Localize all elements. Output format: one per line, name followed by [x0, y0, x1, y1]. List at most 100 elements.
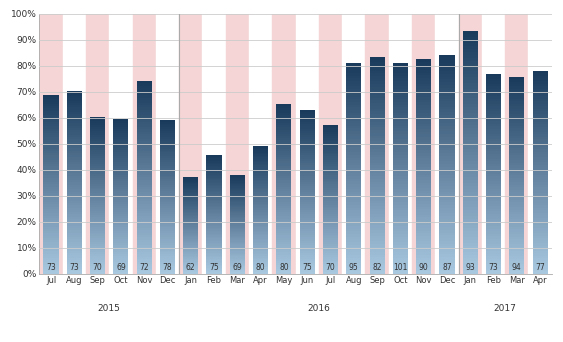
Bar — [207, 174, 222, 176]
Bar — [346, 197, 361, 200]
Bar — [439, 156, 454, 159]
Bar — [230, 188, 245, 189]
Bar — [90, 178, 105, 180]
Bar — [369, 268, 385, 271]
Bar — [160, 200, 175, 202]
Bar — [416, 86, 431, 89]
Bar — [393, 84, 408, 86]
Bar — [510, 259, 524, 261]
Bar — [463, 249, 478, 252]
Bar — [230, 217, 245, 218]
Bar — [43, 224, 59, 227]
Bar — [183, 255, 198, 257]
Bar — [439, 216, 454, 219]
Bar — [416, 201, 431, 204]
Bar — [533, 119, 548, 121]
Bar — [160, 258, 175, 260]
Bar — [463, 77, 478, 80]
Bar — [67, 251, 82, 253]
Bar — [67, 201, 82, 203]
Bar — [90, 211, 105, 213]
Bar — [90, 258, 105, 260]
Bar — [486, 94, 501, 96]
Bar — [486, 239, 501, 241]
Bar — [369, 95, 385, 98]
Text: 70: 70 — [325, 263, 336, 272]
Bar — [230, 222, 245, 223]
Bar — [533, 124, 548, 127]
Bar — [300, 186, 315, 188]
Bar — [183, 271, 198, 272]
Bar — [439, 252, 454, 254]
Bar — [346, 223, 361, 226]
Bar — [300, 190, 315, 192]
Bar — [67, 144, 82, 146]
Bar — [207, 265, 222, 266]
Bar — [230, 207, 245, 209]
Bar — [463, 137, 478, 140]
Bar — [183, 235, 198, 236]
Bar — [207, 263, 222, 265]
Bar — [90, 195, 105, 197]
Bar — [137, 254, 152, 257]
Bar — [346, 242, 361, 245]
Bar — [369, 119, 385, 122]
Bar — [323, 216, 338, 218]
Bar — [183, 233, 198, 234]
Bar — [43, 167, 59, 169]
Bar — [393, 200, 408, 202]
Bar — [207, 225, 222, 226]
Bar — [230, 224, 245, 226]
Bar — [533, 203, 548, 205]
Bar — [510, 96, 524, 99]
Bar — [323, 192, 338, 194]
Bar — [276, 159, 292, 161]
Bar — [486, 154, 501, 156]
Bar — [416, 199, 431, 201]
Bar — [113, 262, 128, 264]
Bar — [510, 190, 524, 192]
Bar — [439, 189, 454, 192]
Bar — [300, 165, 315, 167]
Bar — [67, 262, 82, 264]
Bar — [276, 138, 292, 140]
Bar — [416, 228, 431, 231]
Bar — [43, 133, 59, 135]
Bar — [533, 220, 548, 223]
Bar — [183, 179, 198, 180]
Bar — [113, 191, 128, 193]
Bar — [439, 235, 454, 238]
Bar — [510, 217, 524, 220]
Bar — [230, 191, 245, 193]
Bar — [67, 203, 82, 205]
Bar — [137, 197, 152, 199]
Bar — [276, 238, 292, 240]
Bar — [369, 133, 385, 135]
Bar — [346, 260, 361, 263]
Bar — [439, 249, 454, 252]
Bar — [300, 122, 315, 124]
Bar — [207, 210, 222, 211]
Bar — [393, 247, 408, 250]
Bar — [510, 207, 524, 210]
Bar — [276, 174, 292, 176]
Bar — [393, 210, 408, 213]
Bar — [416, 67, 431, 70]
Bar — [346, 94, 361, 97]
Bar — [439, 120, 454, 123]
Bar — [253, 191, 268, 193]
Bar — [276, 121, 292, 123]
Bar — [486, 129, 501, 131]
Bar — [230, 201, 245, 202]
Bar — [393, 215, 408, 218]
Bar — [43, 191, 59, 193]
Bar — [207, 194, 222, 195]
Bar — [510, 84, 524, 87]
Bar — [439, 88, 454, 90]
Bar — [393, 142, 408, 144]
Bar — [416, 241, 431, 244]
Bar — [323, 127, 338, 128]
Bar — [533, 261, 548, 263]
Bar — [207, 200, 222, 201]
Bar — [276, 170, 292, 172]
